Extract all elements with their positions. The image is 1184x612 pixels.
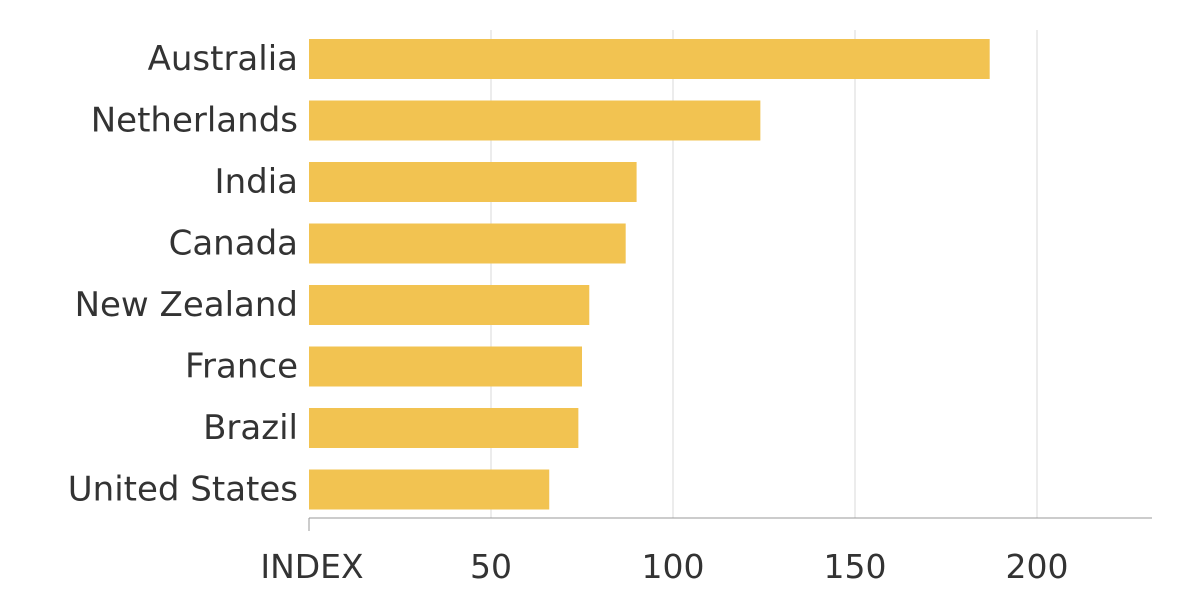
bar-canada (309, 223, 626, 264)
category-label-france: France (185, 347, 298, 387)
category-label-brazil: Brazil (203, 408, 298, 448)
bar-new-zealand (309, 285, 590, 325)
x-tick-labels: 50 100 150 200 (470, 547, 1069, 586)
category-label-canada: Canada (169, 224, 298, 264)
category-label-australia: Australia (148, 39, 298, 79)
bar-brazil (309, 408, 579, 448)
bars (309, 39, 990, 510)
category-label-united-states: United States (68, 470, 298, 510)
category-labels: Australia Netherlands India Canada New Zeala… (68, 39, 298, 510)
bar-united-states (309, 469, 550, 510)
category-label-new-zealand: New Zealand (75, 285, 298, 325)
category-label-netherlands: Netherlands (91, 101, 298, 141)
x-axis-title: INDEX (260, 547, 363, 586)
category-label-india: India (215, 162, 298, 202)
bar-france (309, 346, 582, 387)
x-tick-label-50: 50 (470, 547, 512, 586)
bar-netherlands (309, 100, 761, 141)
x-tick-label-150: 150 (824, 547, 887, 586)
x-tick-label-200: 200 (1006, 547, 1069, 586)
bar-australia (309, 39, 990, 79)
x-tick-label-100: 100 (642, 547, 705, 586)
bar-india (309, 162, 637, 202)
